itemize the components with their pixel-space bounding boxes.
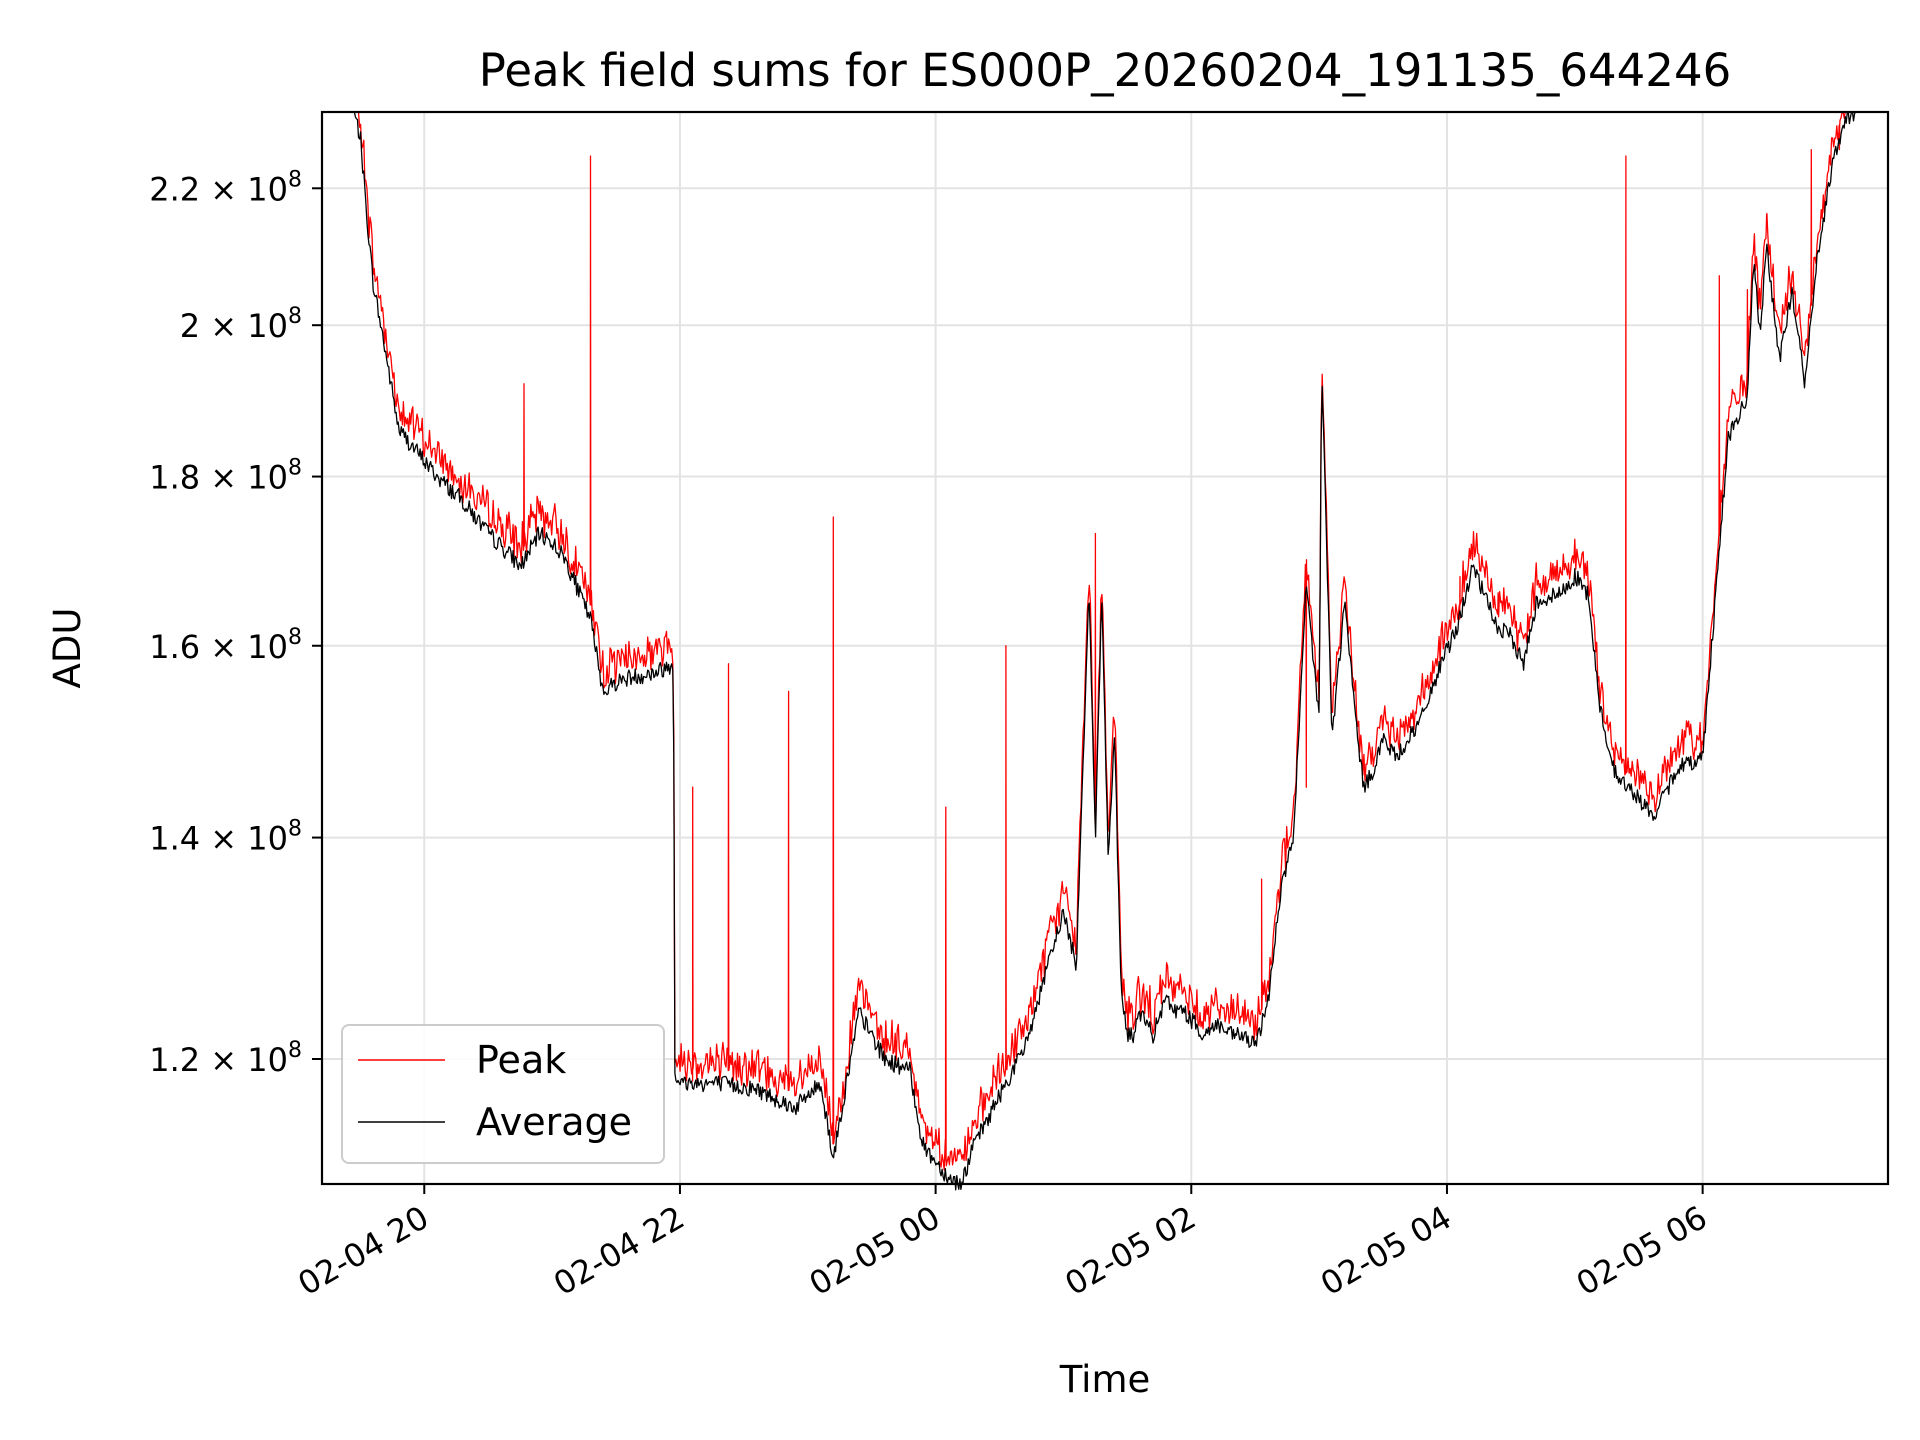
y-tick-label: 1.4 × 108 xyxy=(149,817,302,858)
y-tick-exponent: 8 xyxy=(288,456,302,481)
average-series-line xyxy=(322,111,1888,1191)
x-axis-label: Time xyxy=(1059,1358,1151,1401)
y-tick-label: 1.2 × 108 xyxy=(149,1038,302,1079)
y-tick-exponent: 8 xyxy=(288,1038,302,1063)
y-tick-exponent: 8 xyxy=(288,167,302,192)
y-tick-exponent: 8 xyxy=(288,817,302,842)
y-tick-mantissa: 1.2 xyxy=(149,1041,200,1079)
legend-peak-label: Peak xyxy=(476,1038,566,1082)
y-tick-mantissa: 1.4 xyxy=(149,820,200,858)
chart-title: Peak field sums for ES000P_20260204_1911… xyxy=(479,44,1731,97)
y-axis-ticks: 1.2 × 108 1.4 × 108 1.6 × 108 1.8 × 108 2 × … xyxy=(149,167,322,1079)
y-tick-label: 2.2 × 108 xyxy=(149,167,302,208)
y-axis-label: ADU xyxy=(46,608,89,689)
legend-average-label: Average xyxy=(476,1100,632,1144)
plot-frame xyxy=(320,110,1890,1186)
y-tick-exponent: 8 xyxy=(288,304,302,329)
y-tick-mantissa: 1.8 xyxy=(149,459,200,497)
y-tick-label: 1.8 × 108 xyxy=(149,456,302,497)
y-tick-label: 1.6 × 108 xyxy=(149,625,302,666)
y-tick-mantissa: 1.6 xyxy=(149,628,200,666)
y-tick-mantissa: 2 xyxy=(180,307,200,345)
y-tick-exponent: 8 xyxy=(288,625,302,650)
y-tick-label: 2 × 108 xyxy=(180,304,302,345)
y-tick-mantissa: 2.2 xyxy=(149,170,200,208)
legend: Peak Average xyxy=(341,1024,665,1164)
plot-lines xyxy=(322,111,1888,1191)
